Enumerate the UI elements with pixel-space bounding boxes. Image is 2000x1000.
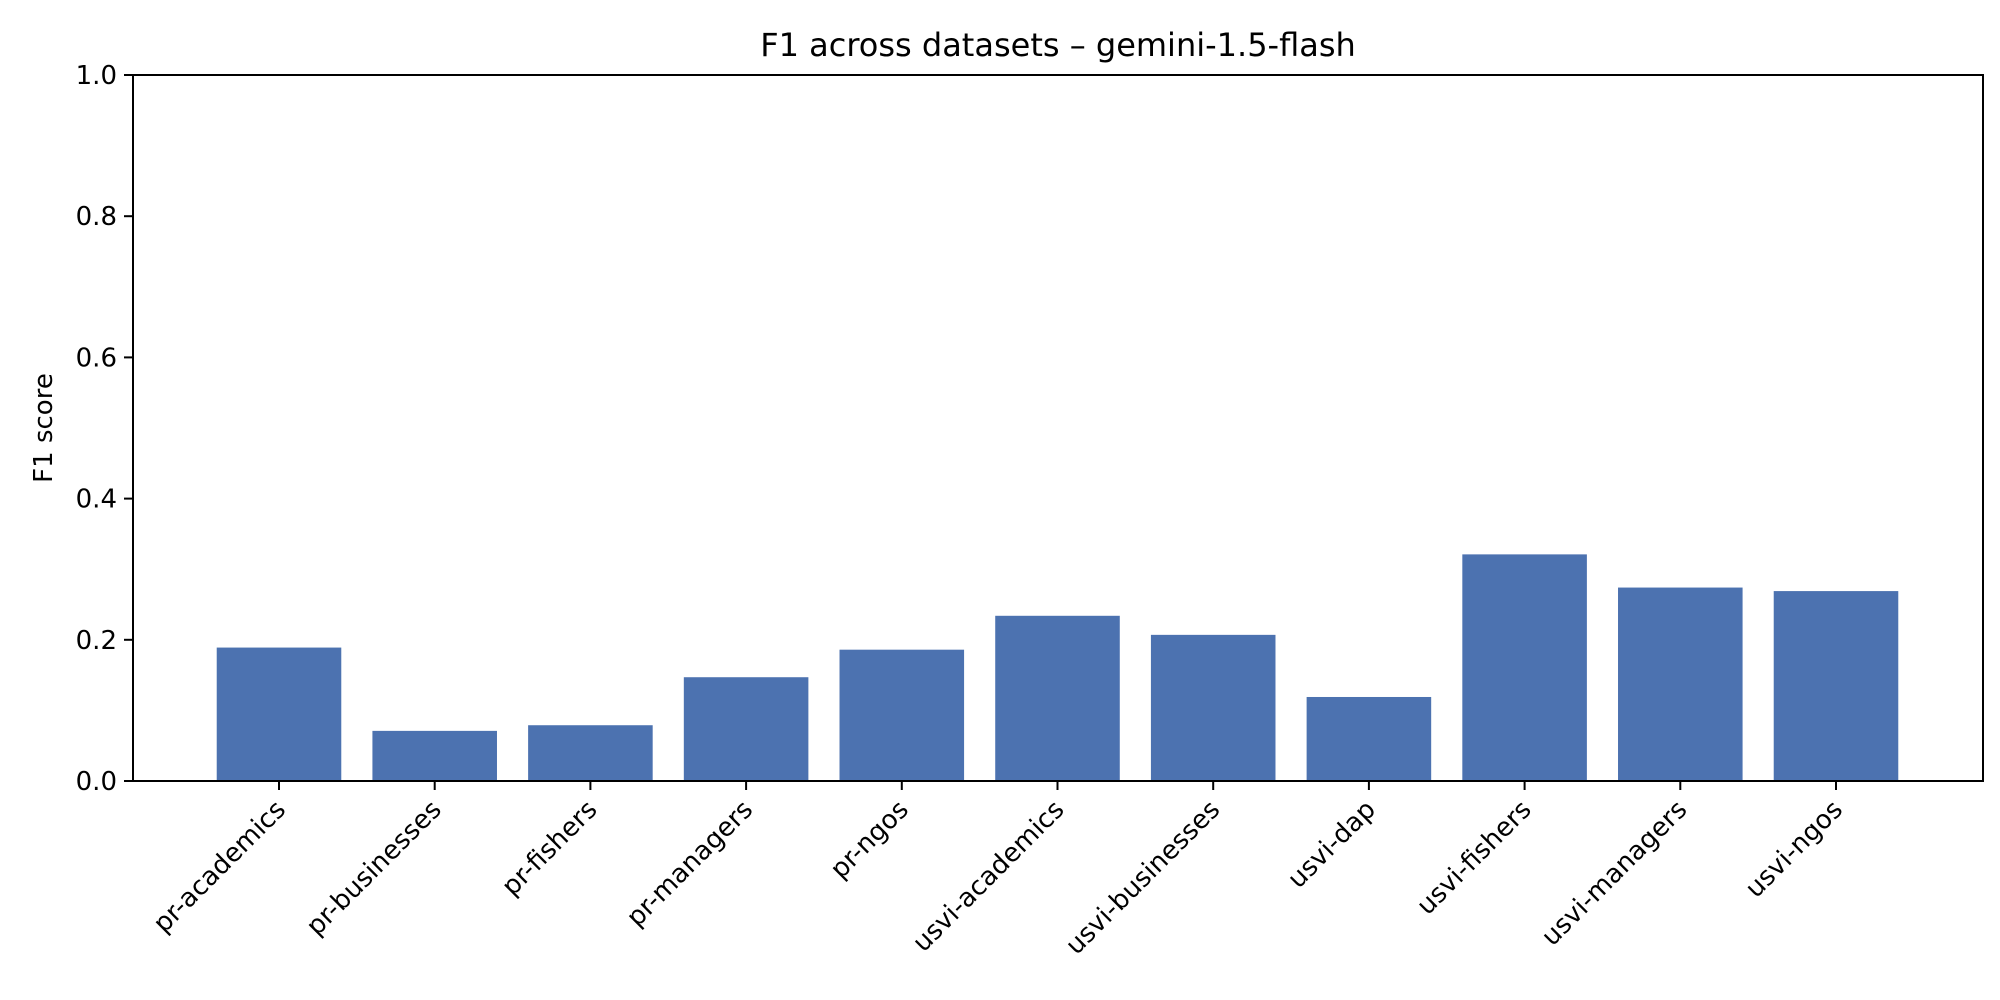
bar-pr-businesses xyxy=(372,730,497,781)
bar-usvi-ngos xyxy=(1773,591,1899,781)
y-axis: 0.0 0.2 0.4 0.6 0.8 1.0 xyxy=(76,61,133,797)
bar-usvi-businesses xyxy=(1150,634,1276,781)
y-tick-label: 0.8 xyxy=(76,202,117,232)
y-axis-label: F1 score xyxy=(29,373,59,483)
y-tick-label: 0.4 xyxy=(76,485,117,515)
bar-usvi-managers xyxy=(1618,587,1743,781)
bar-pr-managers xyxy=(683,677,809,781)
y-tick-label: 0.6 xyxy=(76,343,117,373)
y-tick-label: 0.0 xyxy=(76,767,117,797)
bar-usvi-dap xyxy=(1306,696,1432,781)
y-tick-label: 0.2 xyxy=(76,626,117,656)
chart-title: F1 across datasets – gemini-1.5-flash xyxy=(760,26,1356,64)
bar-pr-academics xyxy=(216,647,342,781)
bar-usvi-academics xyxy=(995,615,1120,781)
bar-pr-fishers xyxy=(528,725,653,781)
y-tick-label: 1.0 xyxy=(76,61,117,91)
bar-usvi-fishers xyxy=(1462,554,1587,781)
plot-frame xyxy=(132,74,1984,782)
bar-pr-ngos xyxy=(839,649,965,781)
bars-group xyxy=(216,554,1899,781)
